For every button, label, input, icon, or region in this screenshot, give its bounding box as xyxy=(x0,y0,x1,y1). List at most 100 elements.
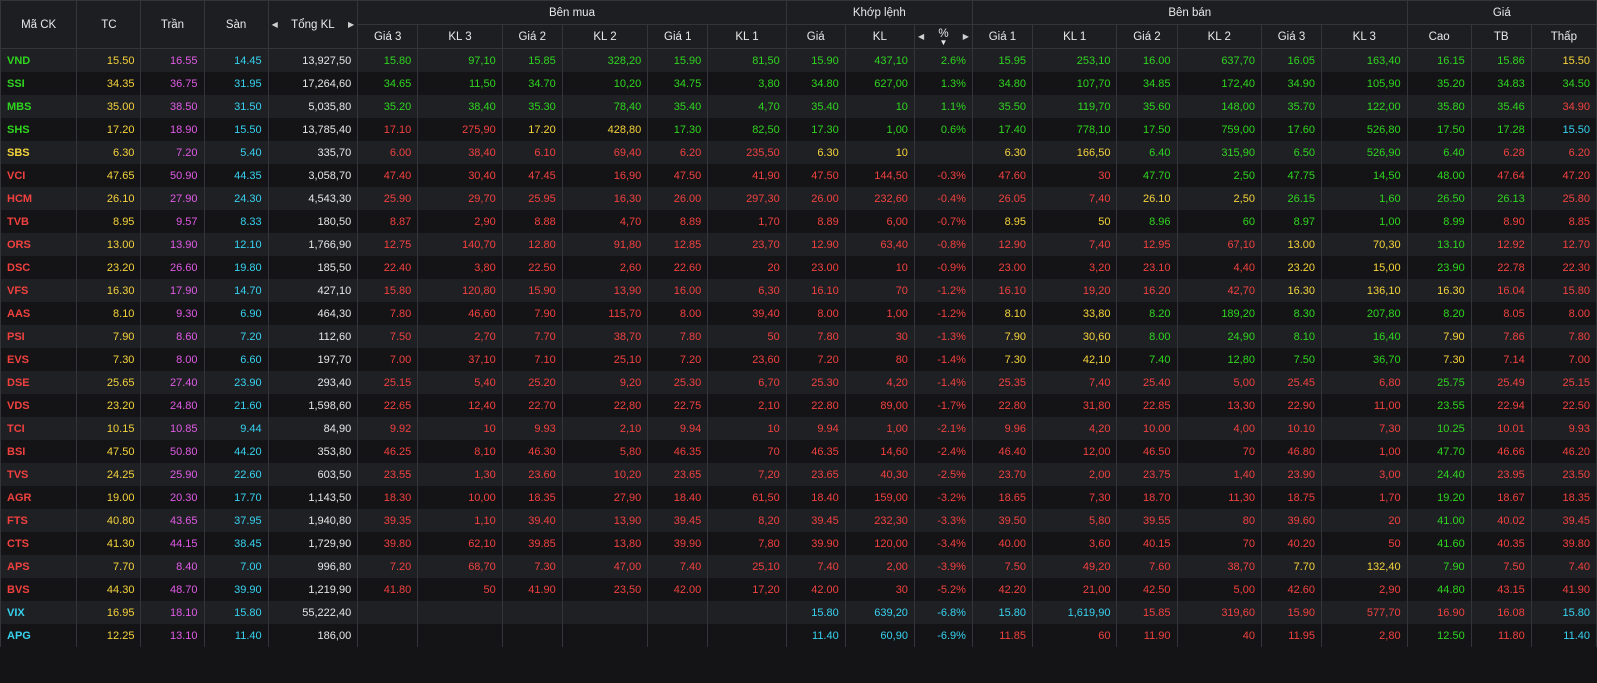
scroll-left-icon[interactable]: ◀ xyxy=(271,20,278,29)
buy-price2-cell: 7.70 xyxy=(501,325,563,348)
match-volume-cell: 89,00 xyxy=(844,394,915,417)
sell-price1-header[interactable]: Giá 1 xyxy=(971,24,1033,49)
table-header: Mã CK TC Trần Sàn ◀ Tổng KL ▶ Bên mua Kh… xyxy=(0,0,1597,49)
buy-vol2-header[interactable]: KL 2 xyxy=(561,24,649,49)
match-price-header[interactable]: Giá xyxy=(785,24,846,49)
symbol-cell[interactable]: TCI xyxy=(0,417,78,440)
stock-row[interactable]: VIX 16.95 18.10 15.80 55,222,40 15.80 639,20 -6… xyxy=(0,601,1597,624)
symbol-cell[interactable]: EVS xyxy=(0,348,78,371)
col-ref-header[interactable]: TC xyxy=(76,0,142,49)
stock-row[interactable]: TCI 10.15 10.85 9.44 84,90 9.92 10 9.93 2,10 9.94… xyxy=(0,417,1597,440)
symbol-cell[interactable]: VND xyxy=(0,48,78,72)
buy-price2-cell: 47.45 xyxy=(501,164,563,187)
symbol-cell[interactable]: DSC xyxy=(0,256,78,279)
stock-row[interactable]: SBS 6.30 7.20 5.40 335,70 6.00 38,40 6.10 69,40 6… xyxy=(0,141,1597,164)
stock-row[interactable]: SHS 17.20 18.90 15.50 13,785,40 17.10 275,90 17… xyxy=(0,118,1597,141)
col-ceiling-header[interactable]: Trần xyxy=(140,0,205,49)
high-price-header[interactable]: Cao xyxy=(1406,24,1472,49)
symbol-cell[interactable]: VIX xyxy=(0,601,78,624)
stock-row[interactable]: APG 12.25 13.10 11.40 186,00 11.40 60,90 -6.9% 1… xyxy=(0,624,1597,647)
ref-price-cell: 8.10 xyxy=(76,302,142,325)
stock-row[interactable]: PSI 7.90 8.60 7.20 112,60 7.50 2,70 7.70 38,70 7.… xyxy=(0,325,1597,348)
stock-row[interactable]: EVS 7.30 8.00 6.60 197,70 7.00 37,10 7.10 25,10 7… xyxy=(0,348,1597,371)
buy-price1-header[interactable]: Giá 1 xyxy=(647,24,709,49)
symbol-cell[interactable]: VFS xyxy=(0,279,78,302)
stock-row[interactable]: CTS 41.30 44.15 38.45 1,729,90 39.80 62,10 39.8… xyxy=(0,532,1597,555)
stock-row[interactable]: BVS 44.30 48.70 39.90 1,219,90 41.80 50 41.90 23… xyxy=(0,578,1597,601)
buy-price3-header[interactable]: Giá 3 xyxy=(357,24,419,49)
symbol-cell[interactable]: DSE xyxy=(0,371,78,394)
sell-price2-header[interactable]: Giá 2 xyxy=(1116,24,1178,49)
stock-row[interactable]: SSI 34.35 36.75 31.95 17,264,60 34.65 11,50 34.… xyxy=(0,72,1597,95)
symbol-cell[interactable]: VDS xyxy=(0,394,78,417)
stock-row[interactable]: MBS 35.00 38.50 31.50 5,035,80 35.20 38,40 35.3… xyxy=(0,95,1597,118)
symbol-cell[interactable]: ORS xyxy=(0,233,78,256)
symbol-cell[interactable]: TVS xyxy=(0,463,78,486)
symbol-cell[interactable]: FTS xyxy=(0,509,78,532)
stock-row[interactable]: TVB 8.95 9.57 8.33 180,50 8.87 2,90 8.88 4,70 8.8… xyxy=(0,210,1597,233)
floor-price-cell: 12.10 xyxy=(203,233,269,256)
buy-vol1-header[interactable]: KL 1 xyxy=(707,24,787,49)
buy-price2-cell: 15.90 xyxy=(501,279,563,302)
scroll-right-icon[interactable]: ▶ xyxy=(348,20,355,29)
col-total-volume-header[interactable]: ◀ Tổng KL ▶ xyxy=(267,0,359,49)
buy-price3-cell: 39.80 xyxy=(357,532,419,555)
symbol-cell[interactable]: APG xyxy=(0,624,78,647)
stock-row[interactable]: ORS 13.00 13.90 12.10 1,766,90 12.75 140,70 12.… xyxy=(0,233,1597,256)
buy-volume1-cell: 41,90 xyxy=(707,164,787,187)
match-volume-header[interactable]: KL xyxy=(844,24,915,49)
avg-price-header[interactable]: TB xyxy=(1470,24,1532,49)
stock-row[interactable]: VCI 47.65 50.90 44.35 3,058,70 47.40 30,40 47.4… xyxy=(0,164,1597,187)
buy-price3-cell: 15.80 xyxy=(357,279,419,302)
low-price-cell: 15.80 xyxy=(1530,279,1597,302)
symbol-cell[interactable]: BSI xyxy=(0,440,78,463)
buy-vol3-header[interactable]: KL 3 xyxy=(417,24,503,49)
pct-left-icon[interactable]: ◀ xyxy=(917,32,925,41)
sell-price3-cell: 47.75 xyxy=(1260,164,1323,187)
stock-row[interactable]: VND 15.50 16.55 14.45 13,927,50 15.80 97,10 15.… xyxy=(0,48,1597,72)
stock-row[interactable]: APS 7.70 8.40 7.00 996,80 7.20 68,70 7.30 47,00 7… xyxy=(0,555,1597,578)
avg-price-cell: 11.80 xyxy=(1470,624,1532,647)
symbol-cell[interactable]: AGR xyxy=(0,486,78,509)
sell-vol1-header[interactable]: KL 1 xyxy=(1031,24,1118,49)
stock-row[interactable]: VDS 23.20 24.80 21.60 1,598,60 22.65 12,40 22.7… xyxy=(0,394,1597,417)
ref-price-cell: 12.25 xyxy=(76,624,142,647)
sell-price1-cell: 11.85 xyxy=(971,624,1033,647)
symbol-cell[interactable]: SSI xyxy=(0,72,78,95)
stock-row[interactable]: AAS 8.10 9.30 6.90 464,30 7.80 46,60 7.90 115,70… xyxy=(0,302,1597,325)
col-symbol-header[interactable]: Mã CK xyxy=(0,0,78,49)
low-price-header[interactable]: Thấp xyxy=(1530,24,1597,49)
ref-price-cell: 6.30 xyxy=(76,141,142,164)
col-floor-header[interactable]: Sàn xyxy=(203,0,269,49)
symbol-cell[interactable]: SBS xyxy=(0,141,78,164)
stock-row[interactable]: FTS 40.80 43.65 37.95 1,940,80 39.35 1,10 39.40… xyxy=(0,509,1597,532)
avg-price-cell: 17.28 xyxy=(1470,118,1532,141)
match-percent-header[interactable]: ◀ % ▼ ▶ xyxy=(913,24,973,49)
sell-volume3-cell: 1,60 xyxy=(1321,187,1408,210)
stock-row[interactable]: VFS 16.30 17.90 14.70 427,10 15.80 120,80 15.90… xyxy=(0,279,1597,302)
stock-row[interactable]: DSC 23.20 26.60 19.80 185,50 22.40 3,80 22.50 2,… xyxy=(0,256,1597,279)
sell-vol2-header[interactable]: KL 2 xyxy=(1176,24,1262,49)
symbol-cell[interactable]: TVB xyxy=(0,210,78,233)
stock-row[interactable]: HCM 26.10 27.90 24.30 4,543,30 25.90 29,70 25.9… xyxy=(0,187,1597,210)
buy-volume3-cell: 2,90 xyxy=(417,210,503,233)
sell-vol3-header[interactable]: KL 3 xyxy=(1321,24,1408,49)
stock-row[interactable]: DSE 25.65 27.40 23.90 293,40 25.15 5,40 25.20 9,… xyxy=(0,371,1597,394)
symbol-cell[interactable]: APS xyxy=(0,555,78,578)
sell-price3-header[interactable]: Giá 3 xyxy=(1260,24,1323,49)
high-price-cell: 12.50 xyxy=(1406,624,1472,647)
symbol-cell[interactable]: VCI xyxy=(0,164,78,187)
stock-row[interactable]: AGR 19.00 20.30 17.70 1,143,50 18.30 10,00 18.3… xyxy=(0,486,1597,509)
ref-price-cell: 41.30 xyxy=(76,532,142,555)
symbol-cell[interactable]: CTS xyxy=(0,532,78,555)
buy-price2-header[interactable]: Giá 2 xyxy=(501,24,563,49)
symbol-cell[interactable]: BVS xyxy=(0,578,78,601)
symbol-cell[interactable]: PSI xyxy=(0,325,78,348)
symbol-cell[interactable]: AAS xyxy=(0,302,78,325)
symbol-cell[interactable]: MBS xyxy=(0,95,78,118)
symbol-cell[interactable]: SHS xyxy=(0,118,78,141)
stock-row[interactable]: BSI 47.50 50.80 44.20 353,80 46.25 8,10 46.30 5,… xyxy=(0,440,1597,463)
pct-right-icon[interactable]: ▶ xyxy=(962,32,969,41)
stock-row[interactable]: TVS 24.25 25.90 22.60 603,50 23.55 1,30 23.60 10… xyxy=(0,463,1597,486)
symbol-cell[interactable]: HCM xyxy=(0,187,78,210)
